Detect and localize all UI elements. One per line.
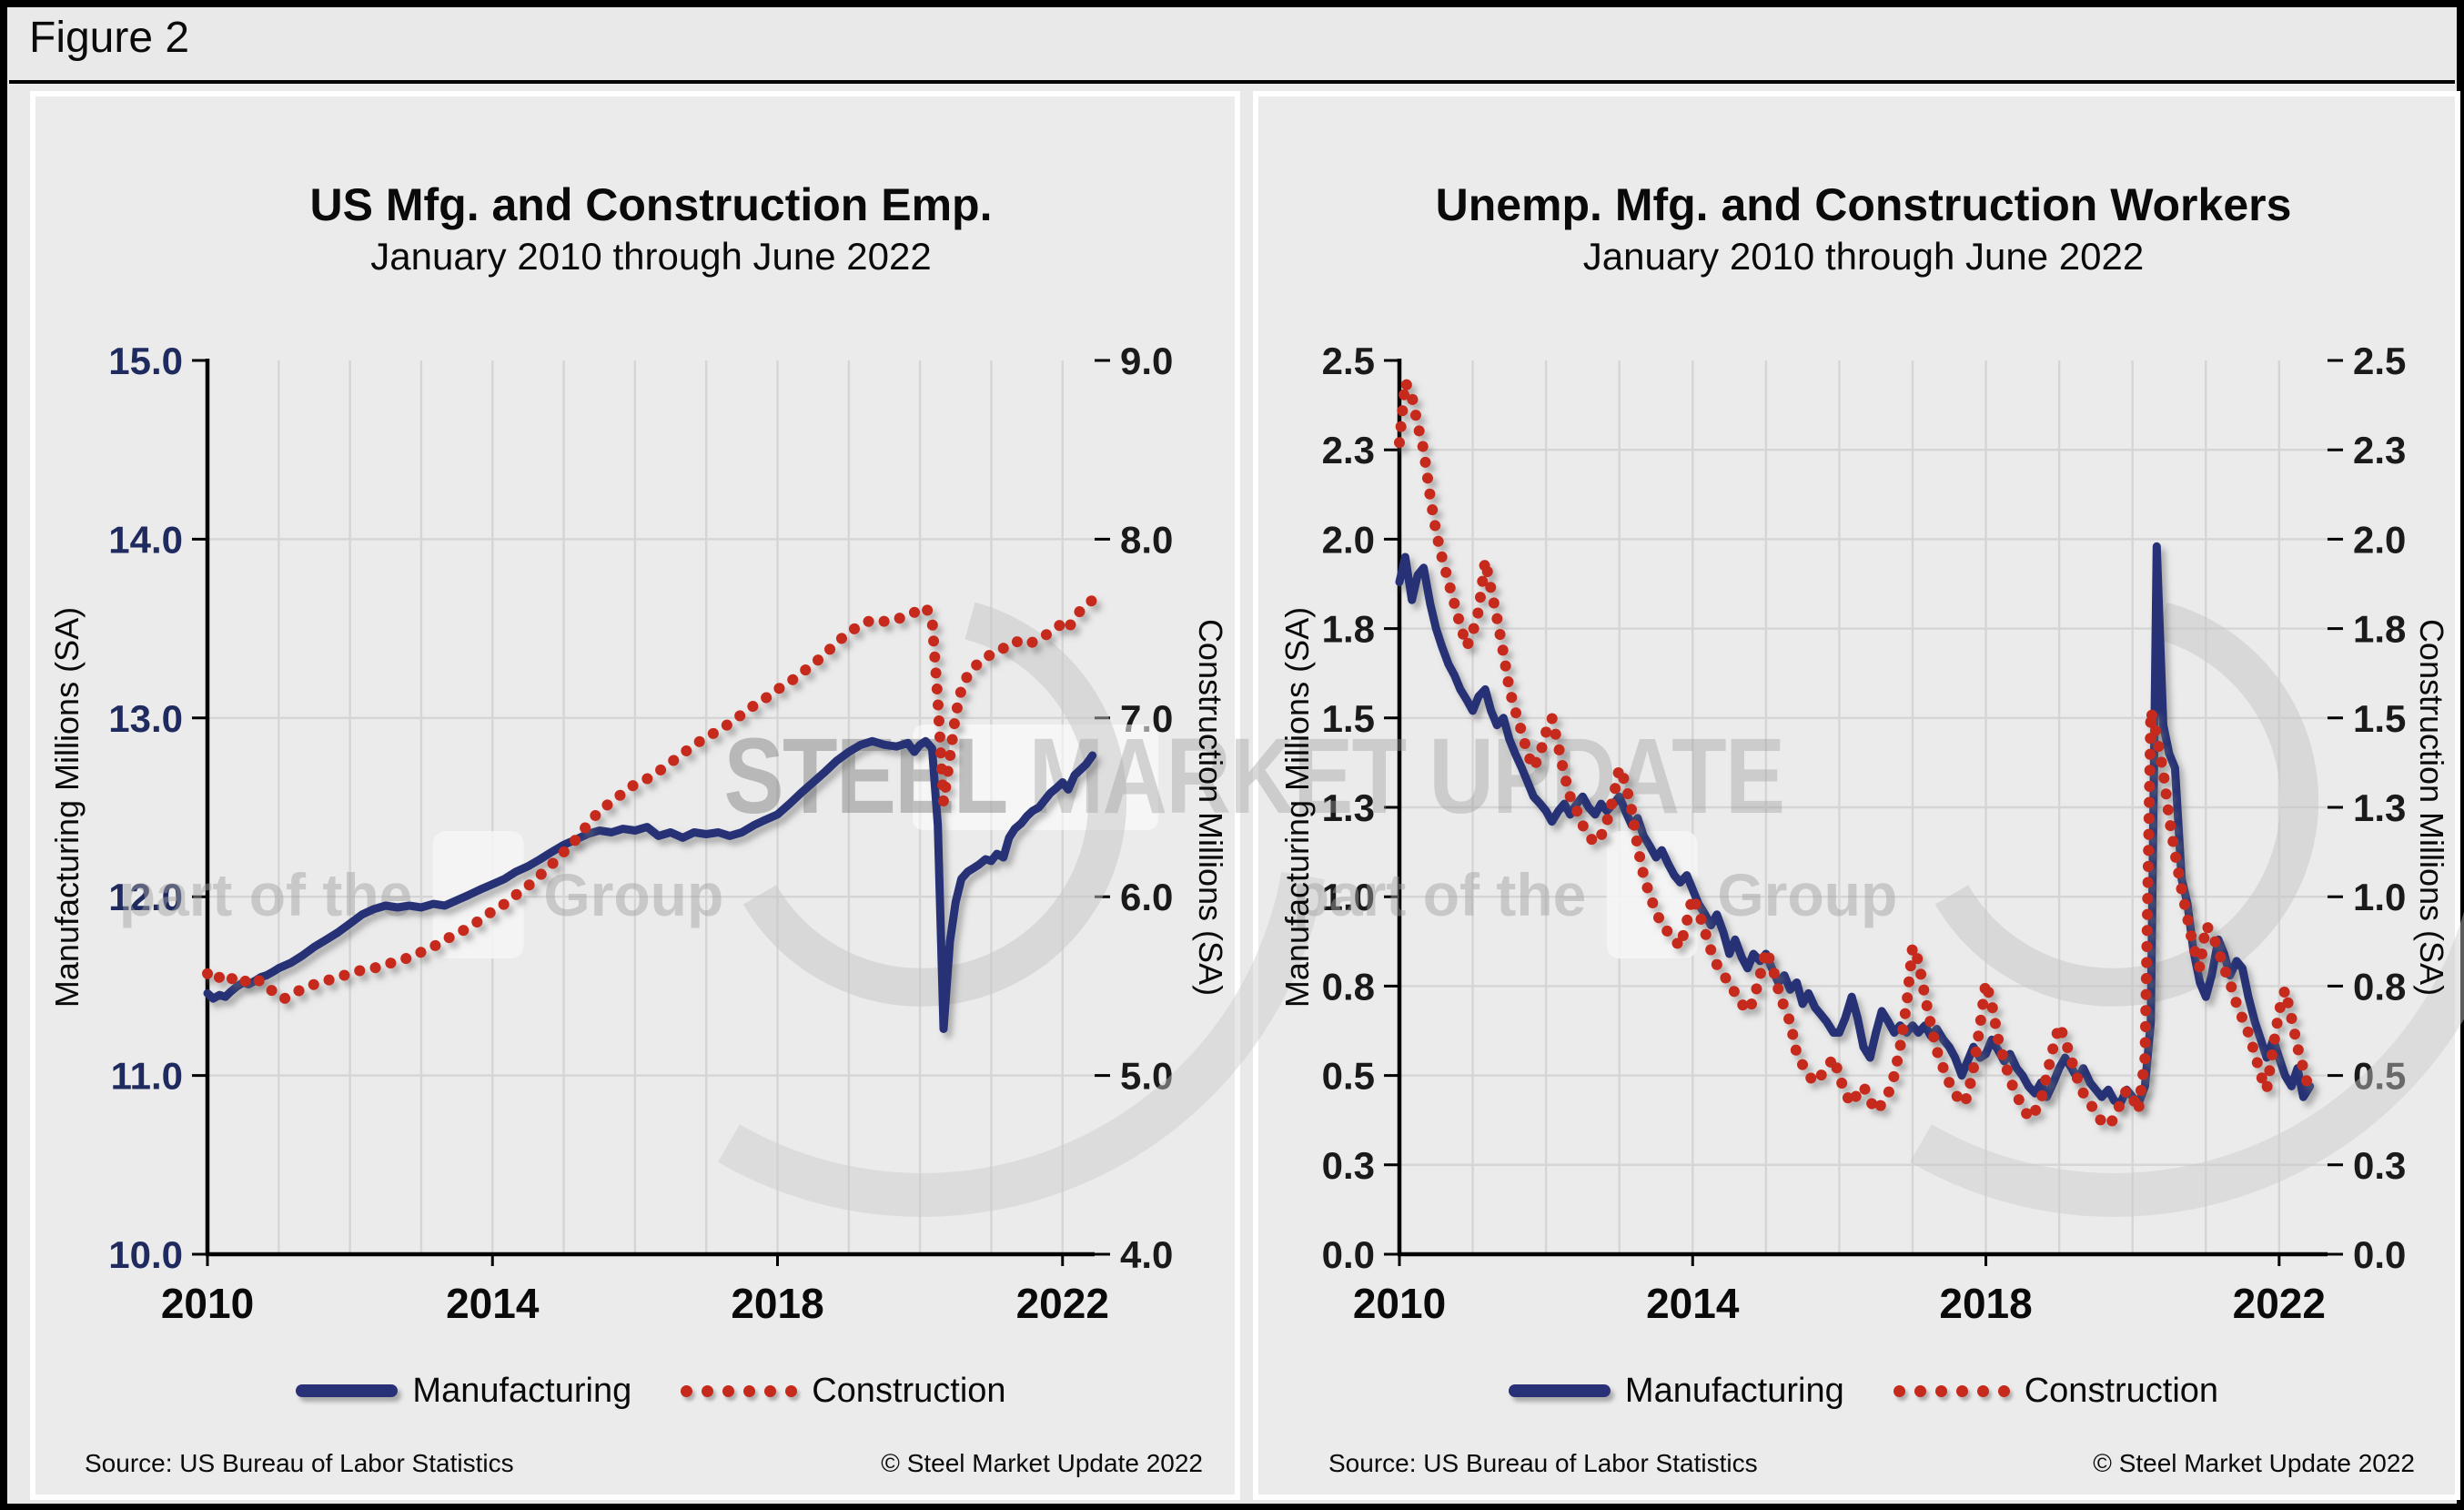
- legend-item-manufacturing: Manufacturing: [1508, 1371, 1844, 1411]
- manufacturing-line-swatch-icon: [1508, 1384, 1611, 1397]
- figure-title-rule: [9, 80, 2455, 84]
- legend-item-manufacturing: Manufacturing: [296, 1372, 631, 1411]
- y-axis-title-construction-left-chart: Construction Millions (SA): [1192, 618, 1229, 997]
- y-axis-title-construction-right-chart: Construction Millions (SA): [2413, 618, 2450, 997]
- y-axis-title-mfg-left-chart: Manufacturing Millions (SA): [48, 606, 86, 1008]
- construction-dots-swatch-icon: [1893, 1384, 2010, 1397]
- chart-panel-employment: [30, 91, 1240, 1500]
- source-note-left-chart: Source: US Bureau of Labor Statistics: [85, 1449, 514, 1477]
- manufacturing-line-swatch-icon: [296, 1384, 399, 1397]
- chart-title-employment: US Mfg. and Construction Emp.: [309, 179, 993, 230]
- chart-panel-unemployment: [1253, 91, 2460, 1500]
- chart-subtitle-employment: January 2010 through June 2022: [370, 235, 932, 278]
- chart-subtitle-unemployment: January 2010 through June 2022: [1582, 235, 2145, 278]
- figure-canvas: Figure 2 15.0 14.0 13.0 12.0 11.0 10.0 9.0 8.0 7…: [7, 7, 2464, 1504]
- legend-right-chart: Manufacturing Construction: [1399, 1365, 2328, 1416]
- copyright-note-left-chart: © Steel Market Update 2022: [881, 1449, 1203, 1477]
- legend-label-construction: Construction: [2024, 1371, 2219, 1410]
- legend-label-manufacturing: Manufacturing: [1624, 1371, 1844, 1410]
- legend-label-manufacturing: Manufacturing: [412, 1371, 632, 1410]
- figure-label: Figure 2: [29, 14, 190, 62]
- chart-title-unemployment: Unemp. Mfg. and Construction Workers: [1435, 179, 2292, 230]
- legend-label-construction: Construction: [812, 1371, 1006, 1410]
- y-axis-title-mfg-right-chart: Manufacturing Millions (SA): [1278, 606, 1316, 1008]
- legend-item-construction: Construction: [1893, 1372, 2218, 1411]
- construction-dots-swatch-icon: [681, 1384, 798, 1397]
- source-note-right-chart: Source: US Bureau of Labor Statistics: [1328, 1449, 1758, 1477]
- legend-left-chart: Manufacturing Construction: [207, 1365, 1095, 1416]
- copyright-note-right-chart: © Steel Market Update 2022: [2093, 1449, 2415, 1477]
- legend-item-construction: Construction: [681, 1371, 1006, 1411]
